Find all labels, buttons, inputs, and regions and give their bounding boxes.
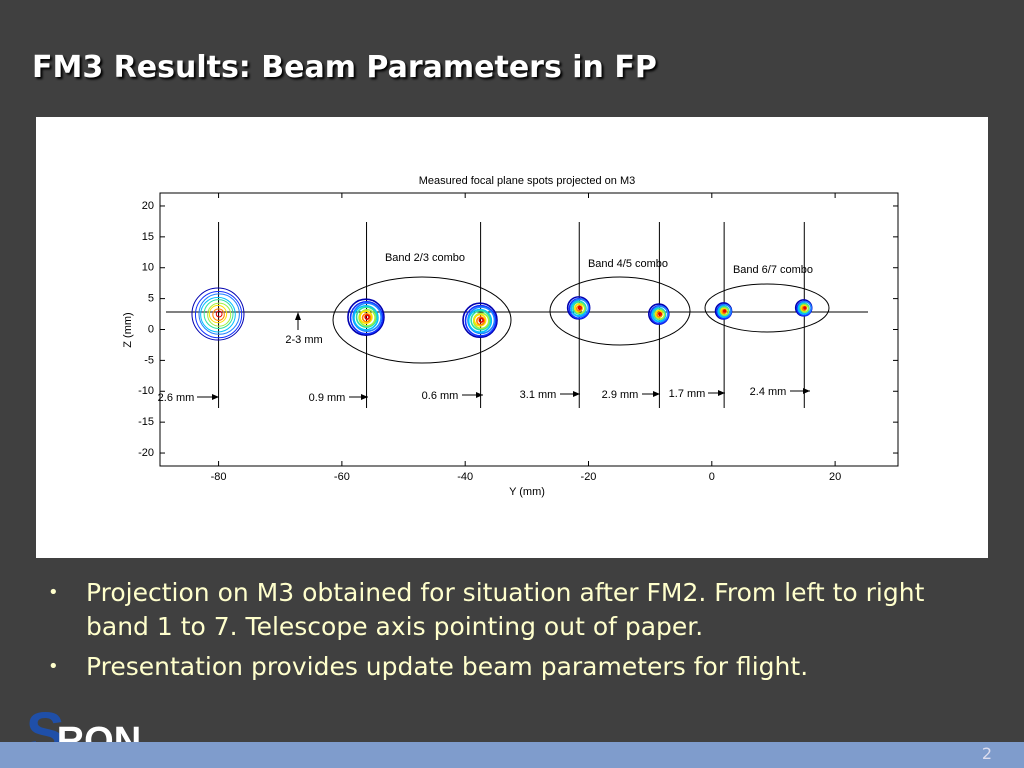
spot-contour bbox=[470, 309, 491, 331]
beam-spot bbox=[191, 287, 245, 341]
x-tick-label: 0 bbox=[709, 471, 715, 483]
x-tick-label: -40 bbox=[457, 471, 473, 483]
annotation: 2.9 mm bbox=[602, 389, 639, 401]
y-tick-label: 15 bbox=[142, 231, 154, 243]
spot-contour bbox=[473, 313, 487, 327]
spot-contour bbox=[198, 293, 240, 335]
arrow-head bbox=[361, 394, 368, 400]
arrow-head bbox=[718, 390, 725, 396]
y-tick-label: -20 bbox=[138, 447, 154, 459]
x-tick-label: -60 bbox=[334, 471, 350, 483]
annotation: 2.6 mm bbox=[158, 392, 195, 404]
spot-contour bbox=[212, 308, 225, 321]
arrow-head bbox=[476, 392, 483, 398]
arrow-head bbox=[295, 312, 301, 320]
annotation: 2-3 mm bbox=[285, 334, 322, 346]
spot-contour bbox=[478, 317, 484, 323]
beam-spot bbox=[647, 303, 670, 325]
annotation: 3.1 mm bbox=[520, 389, 557, 401]
y-tick-label: 20 bbox=[142, 200, 154, 212]
band-ellipse bbox=[704, 283, 830, 333]
spot-contour bbox=[359, 310, 373, 324]
spot-contour bbox=[191, 287, 245, 341]
spot-contour bbox=[353, 304, 379, 331]
footer-bar bbox=[0, 742, 1024, 768]
beam-spot bbox=[714, 302, 733, 320]
spot-contour bbox=[658, 312, 662, 316]
y-tick-label: 0 bbox=[148, 323, 154, 335]
arrow-head bbox=[803, 388, 810, 394]
page-number: 2 bbox=[981, 744, 992, 763]
spot-contour bbox=[355, 306, 378, 328]
spot-contour bbox=[347, 298, 385, 336]
slide-title: FM3 Results: Beam Parameters in FP bbox=[32, 50, 657, 85]
band-ellipse bbox=[549, 276, 691, 346]
y-tick-label: 10 bbox=[142, 262, 154, 274]
spot-contour bbox=[194, 291, 243, 339]
spot-contour bbox=[577, 305, 582, 310]
spot-contour bbox=[200, 296, 236, 333]
spot-contour bbox=[464, 304, 497, 337]
spot-contour bbox=[723, 309, 727, 313]
chart-title: Measured focal plane spots projected on … bbox=[419, 175, 635, 187]
beam-spot bbox=[566, 296, 591, 320]
arrow-head bbox=[653, 391, 660, 397]
x-tick-label: 20 bbox=[829, 471, 841, 483]
spot-contour bbox=[364, 314, 370, 320]
arrow-head bbox=[212, 394, 219, 400]
spot-contour bbox=[467, 308, 493, 333]
spot-contour bbox=[207, 302, 232, 327]
annotation: 0.9 mm bbox=[309, 392, 346, 404]
spot-contour bbox=[803, 306, 807, 310]
spot-contour bbox=[215, 310, 223, 318]
bullet: Presentation provides update beam parame… bbox=[48, 650, 948, 684]
x-tick-label: -20 bbox=[581, 471, 597, 483]
annotation: 2.4 mm bbox=[750, 386, 787, 398]
y-tick-label: 5 bbox=[148, 293, 154, 305]
annotation: Band 2/3 combo bbox=[385, 252, 465, 264]
annotation: 1.7 mm bbox=[669, 388, 706, 400]
beam-spot bbox=[462, 302, 498, 339]
spot-contour bbox=[361, 312, 372, 323]
x-tick-label: -80 bbox=[211, 471, 227, 483]
beam-spot bbox=[794, 299, 813, 317]
chart: Measured focal plane spots projected on … bbox=[36, 117, 988, 558]
spot-contour bbox=[476, 316, 486, 326]
y-tick-label: -15 bbox=[138, 416, 154, 428]
x-axis-label: Y (mm) bbox=[509, 486, 545, 498]
spot-contour bbox=[208, 304, 228, 324]
spot-contour bbox=[358, 308, 376, 327]
arrow-head bbox=[573, 391, 580, 397]
annotation: Band 6/7 combo bbox=[733, 264, 813, 276]
bullet-list: Projection on M3 obtained for situation … bbox=[48, 576, 948, 690]
spot-contour bbox=[349, 300, 384, 335]
band-ellipse bbox=[332, 276, 512, 364]
spot-contour bbox=[203, 299, 234, 330]
spot-contour bbox=[352, 302, 382, 332]
y-tick-label: -10 bbox=[138, 385, 154, 397]
annotation: Band 4/5 combo bbox=[588, 258, 668, 270]
spot-contour bbox=[462, 302, 498, 339]
plot-frame bbox=[159, 192, 899, 467]
annotation: 0.6 mm bbox=[422, 390, 459, 402]
y-axis-label: Z (mm) bbox=[122, 312, 134, 347]
bullet: Projection on M3 obtained for situation … bbox=[48, 576, 948, 644]
y-tick-label: -5 bbox=[144, 354, 154, 366]
beam-spot bbox=[347, 298, 385, 336]
